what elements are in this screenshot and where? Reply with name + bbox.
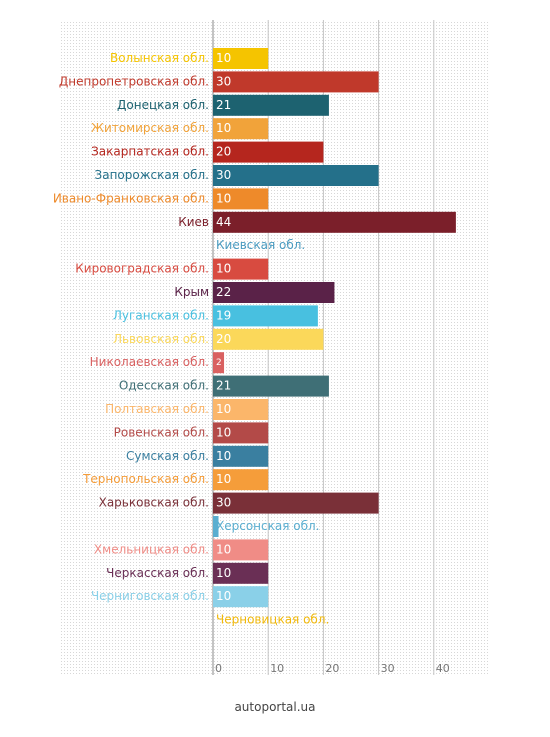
value-label: 21: [216, 98, 231, 112]
category-label: Киевская обл.: [216, 238, 305, 252]
bar: [213, 258, 269, 280]
x-tick-label: 10: [270, 662, 284, 675]
category-label: Львовская обл.: [113, 332, 209, 346]
bar: [213, 516, 219, 537]
value-label: 30: [216, 74, 231, 88]
category-label: Киев: [178, 215, 209, 229]
category-label: Ровенская обл.: [114, 425, 209, 439]
category-label: Днепропетровская обл.: [59, 74, 209, 88]
value-label: 10: [216, 425, 231, 439]
x-tick-label: 30: [381, 662, 395, 675]
category-label: Хмельницкая обл.: [94, 542, 209, 556]
x-axis-ticks: 0 10 20 30 40: [215, 662, 450, 675]
category-label: Кировоградская обл.: [75, 262, 209, 276]
bar: [213, 469, 269, 491]
x-tick-label: 20: [325, 662, 339, 675]
value-label: 44: [216, 215, 231, 229]
value-label: 10: [216, 262, 231, 276]
bar: [213, 375, 329, 397]
category-label: Черкасская обл.: [106, 566, 209, 580]
value-label: 10: [216, 121, 231, 135]
source-credit: autoportal.ua: [234, 700, 316, 714]
category-label: Тернопольская обл.: [82, 472, 209, 486]
value-label: 10: [216, 51, 231, 65]
bar: [213, 188, 269, 210]
bar: [213, 141, 324, 163]
x-tick-label: 40: [436, 662, 450, 675]
bar: [213, 211, 456, 233]
bar: [213, 71, 379, 93]
value-label: 10: [216, 449, 231, 463]
bar: [213, 422, 269, 444]
category-label: Волынская обл.: [110, 51, 209, 65]
value-label: 2: [216, 358, 222, 368]
value-label: 10: [216, 542, 231, 556]
bar: [213, 539, 269, 561]
category-label: Крым: [174, 285, 209, 299]
category-label: Полтавская обл.: [105, 402, 209, 416]
bar: [213, 492, 379, 514]
value-label: 22: [216, 285, 231, 299]
value-label: 30: [216, 496, 231, 510]
x-tick-label: 0: [215, 662, 222, 675]
value-label: 20: [216, 332, 231, 346]
category-label: Херсонская обл.: [216, 519, 319, 533]
category-label: Житомирская обл.: [91, 121, 209, 135]
bar: [213, 445, 269, 467]
category-label: Ивано-Франковская обл.: [53, 191, 209, 205]
bar: [213, 118, 269, 140]
bars: [213, 48, 456, 608]
value-label: 10: [216, 566, 231, 580]
bar: [213, 282, 335, 303]
bar: [213, 562, 269, 584]
value-label: 10: [216, 472, 231, 486]
bar: [213, 328, 324, 350]
category-label: Одесская обл.: [119, 379, 209, 393]
bar: [213, 399, 269, 420]
category-label: Запорожская обл.: [95, 168, 209, 182]
category-label: Луганская обл.: [113, 308, 209, 322]
category-label: Сумская обл.: [126, 449, 209, 463]
value-label: 19: [216, 308, 231, 322]
bar: [213, 352, 225, 374]
category-label: Закарпатская обл.: [91, 145, 209, 159]
value-label: 21: [216, 379, 231, 393]
category-label: Харьковская обл.: [99, 496, 209, 510]
bar: [213, 94, 329, 116]
bar: [213, 165, 379, 186]
category-labels: Волынская обл. 10 Днепропетровская обл. 30 Д…: [53, 51, 330, 627]
value-label: 10: [216, 191, 231, 205]
category-label: Донецкая обл.: [117, 98, 209, 112]
value-label: 10: [216, 589, 231, 603]
value-label: 20: [216, 145, 231, 159]
value-label: 30: [216, 168, 231, 182]
value-label: 10: [216, 402, 231, 416]
category-label: Николаевская обл.: [90, 355, 209, 369]
bar: [213, 48, 269, 69]
bar: [213, 305, 318, 327]
bar: [213, 586, 269, 608]
category-label: Черновицкая обл.: [216, 613, 329, 627]
category-label: Черниговская обл.: [91, 589, 209, 603]
